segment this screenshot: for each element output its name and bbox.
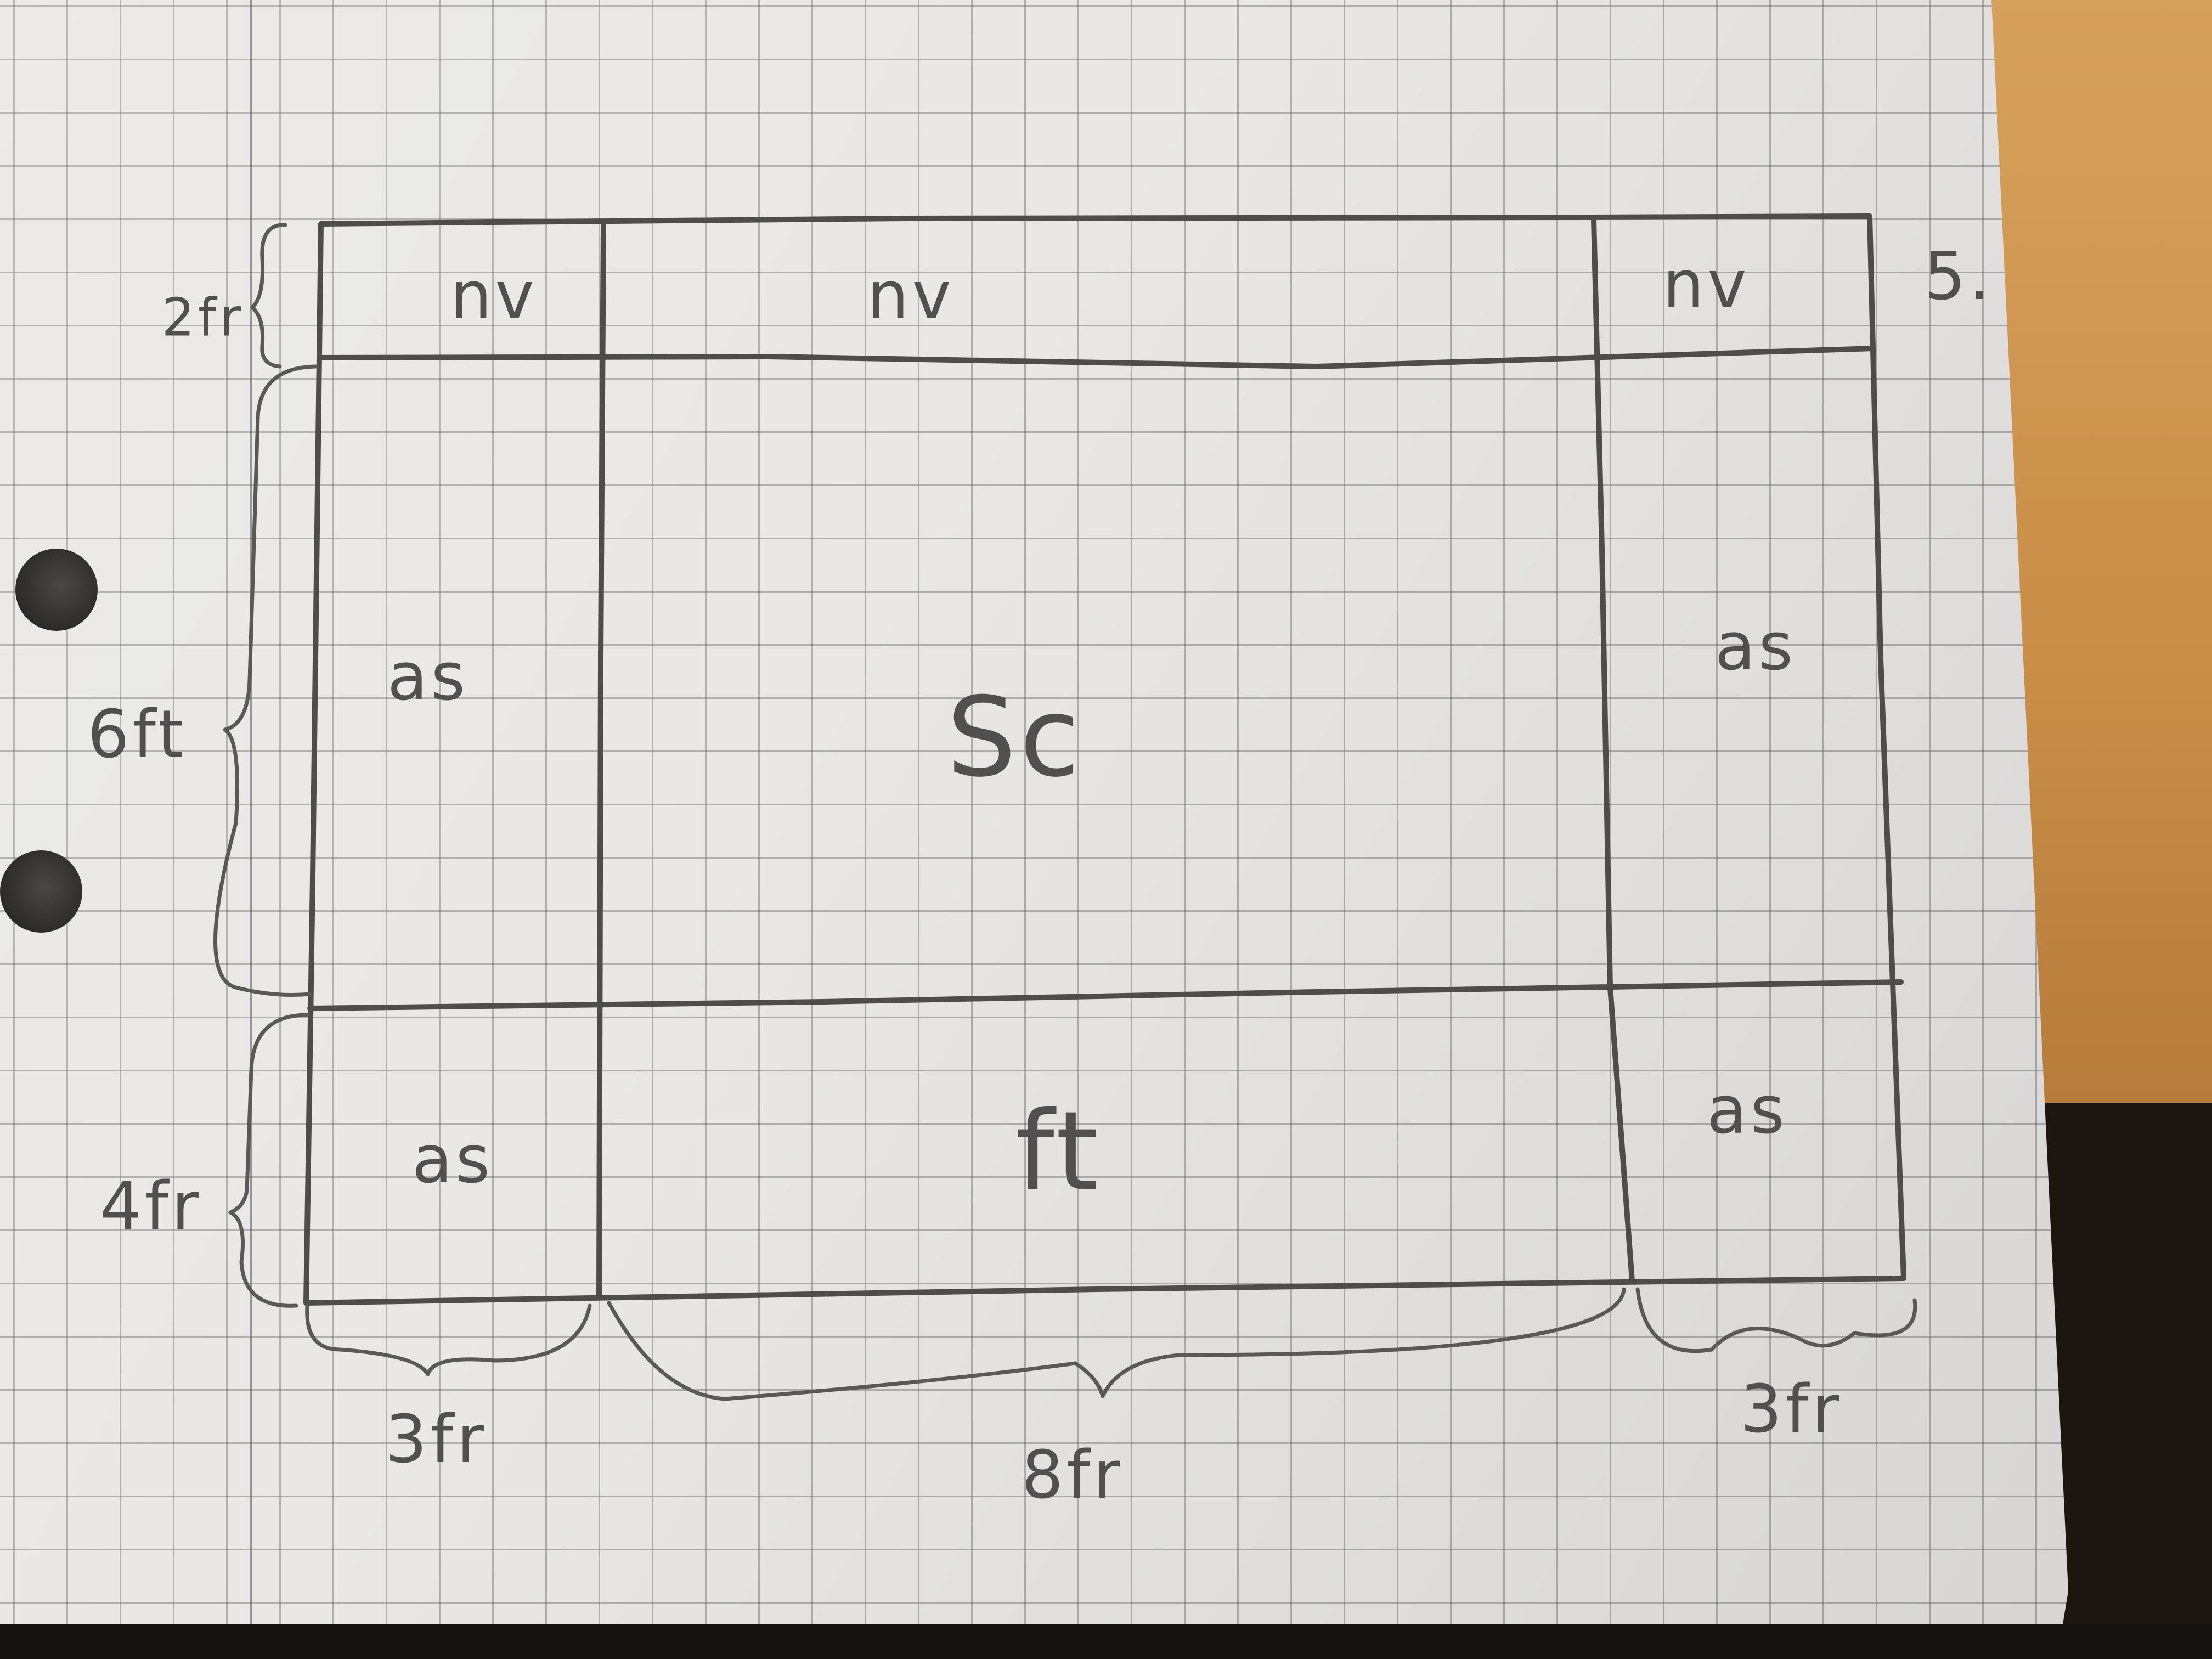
- page-number: 5.: [1923, 239, 1994, 315]
- right-aside-bottom-label: as: [1706, 1073, 1788, 1149]
- header-cell-right-label: nv: [1662, 247, 1750, 323]
- footer-divider: [307, 979, 1904, 1011]
- column-brace-3fr-left: [305, 1304, 592, 1376]
- header-cell-left-label: nv: [450, 258, 538, 334]
- footer-cell-label: ft: [1015, 1088, 1102, 1216]
- column-brace-3fr-right: [1635, 1287, 1917, 1353]
- column-size-left: 3fr: [385, 1402, 487, 1478]
- row-size-footer: 4fr: [100, 1169, 202, 1245]
- punch-hole: [0, 850, 82, 933]
- margin-line: [250, 0, 252, 1624]
- grid-paper-sheet: [0, 0, 2068, 1624]
- row-size-main: 6ft: [87, 697, 187, 773]
- left-aside-bottom-label: as: [411, 1122, 494, 1198]
- header-divider: [318, 346, 1876, 369]
- row-brace-4fr: [228, 1013, 309, 1308]
- column-size-right: 3fr: [1740, 1372, 1842, 1448]
- row-brace-2fr: [250, 223, 287, 369]
- row-size-header: 2fr: [161, 287, 245, 348]
- left-column-divider: [596, 223, 606, 1300]
- right-aside-top-label: as: [1714, 609, 1797, 685]
- row-brace-6ft: [213, 364, 318, 997]
- punch-hole: [15, 549, 98, 631]
- column-size-center: 8fr: [1022, 1437, 1124, 1514]
- outer-border: [303, 213, 1906, 1306]
- paper-lighting: [0, 0, 2068, 1624]
- right-column-divider: [1591, 217, 1635, 1284]
- left-aside-top-label: as: [387, 639, 469, 715]
- header-cell-center-label: nv: [867, 258, 955, 334]
- main-content-label: Sc: [946, 674, 1084, 802]
- table-edge: [0, 1624, 2212, 1659]
- column-brace-8fr: [607, 1287, 1626, 1401]
